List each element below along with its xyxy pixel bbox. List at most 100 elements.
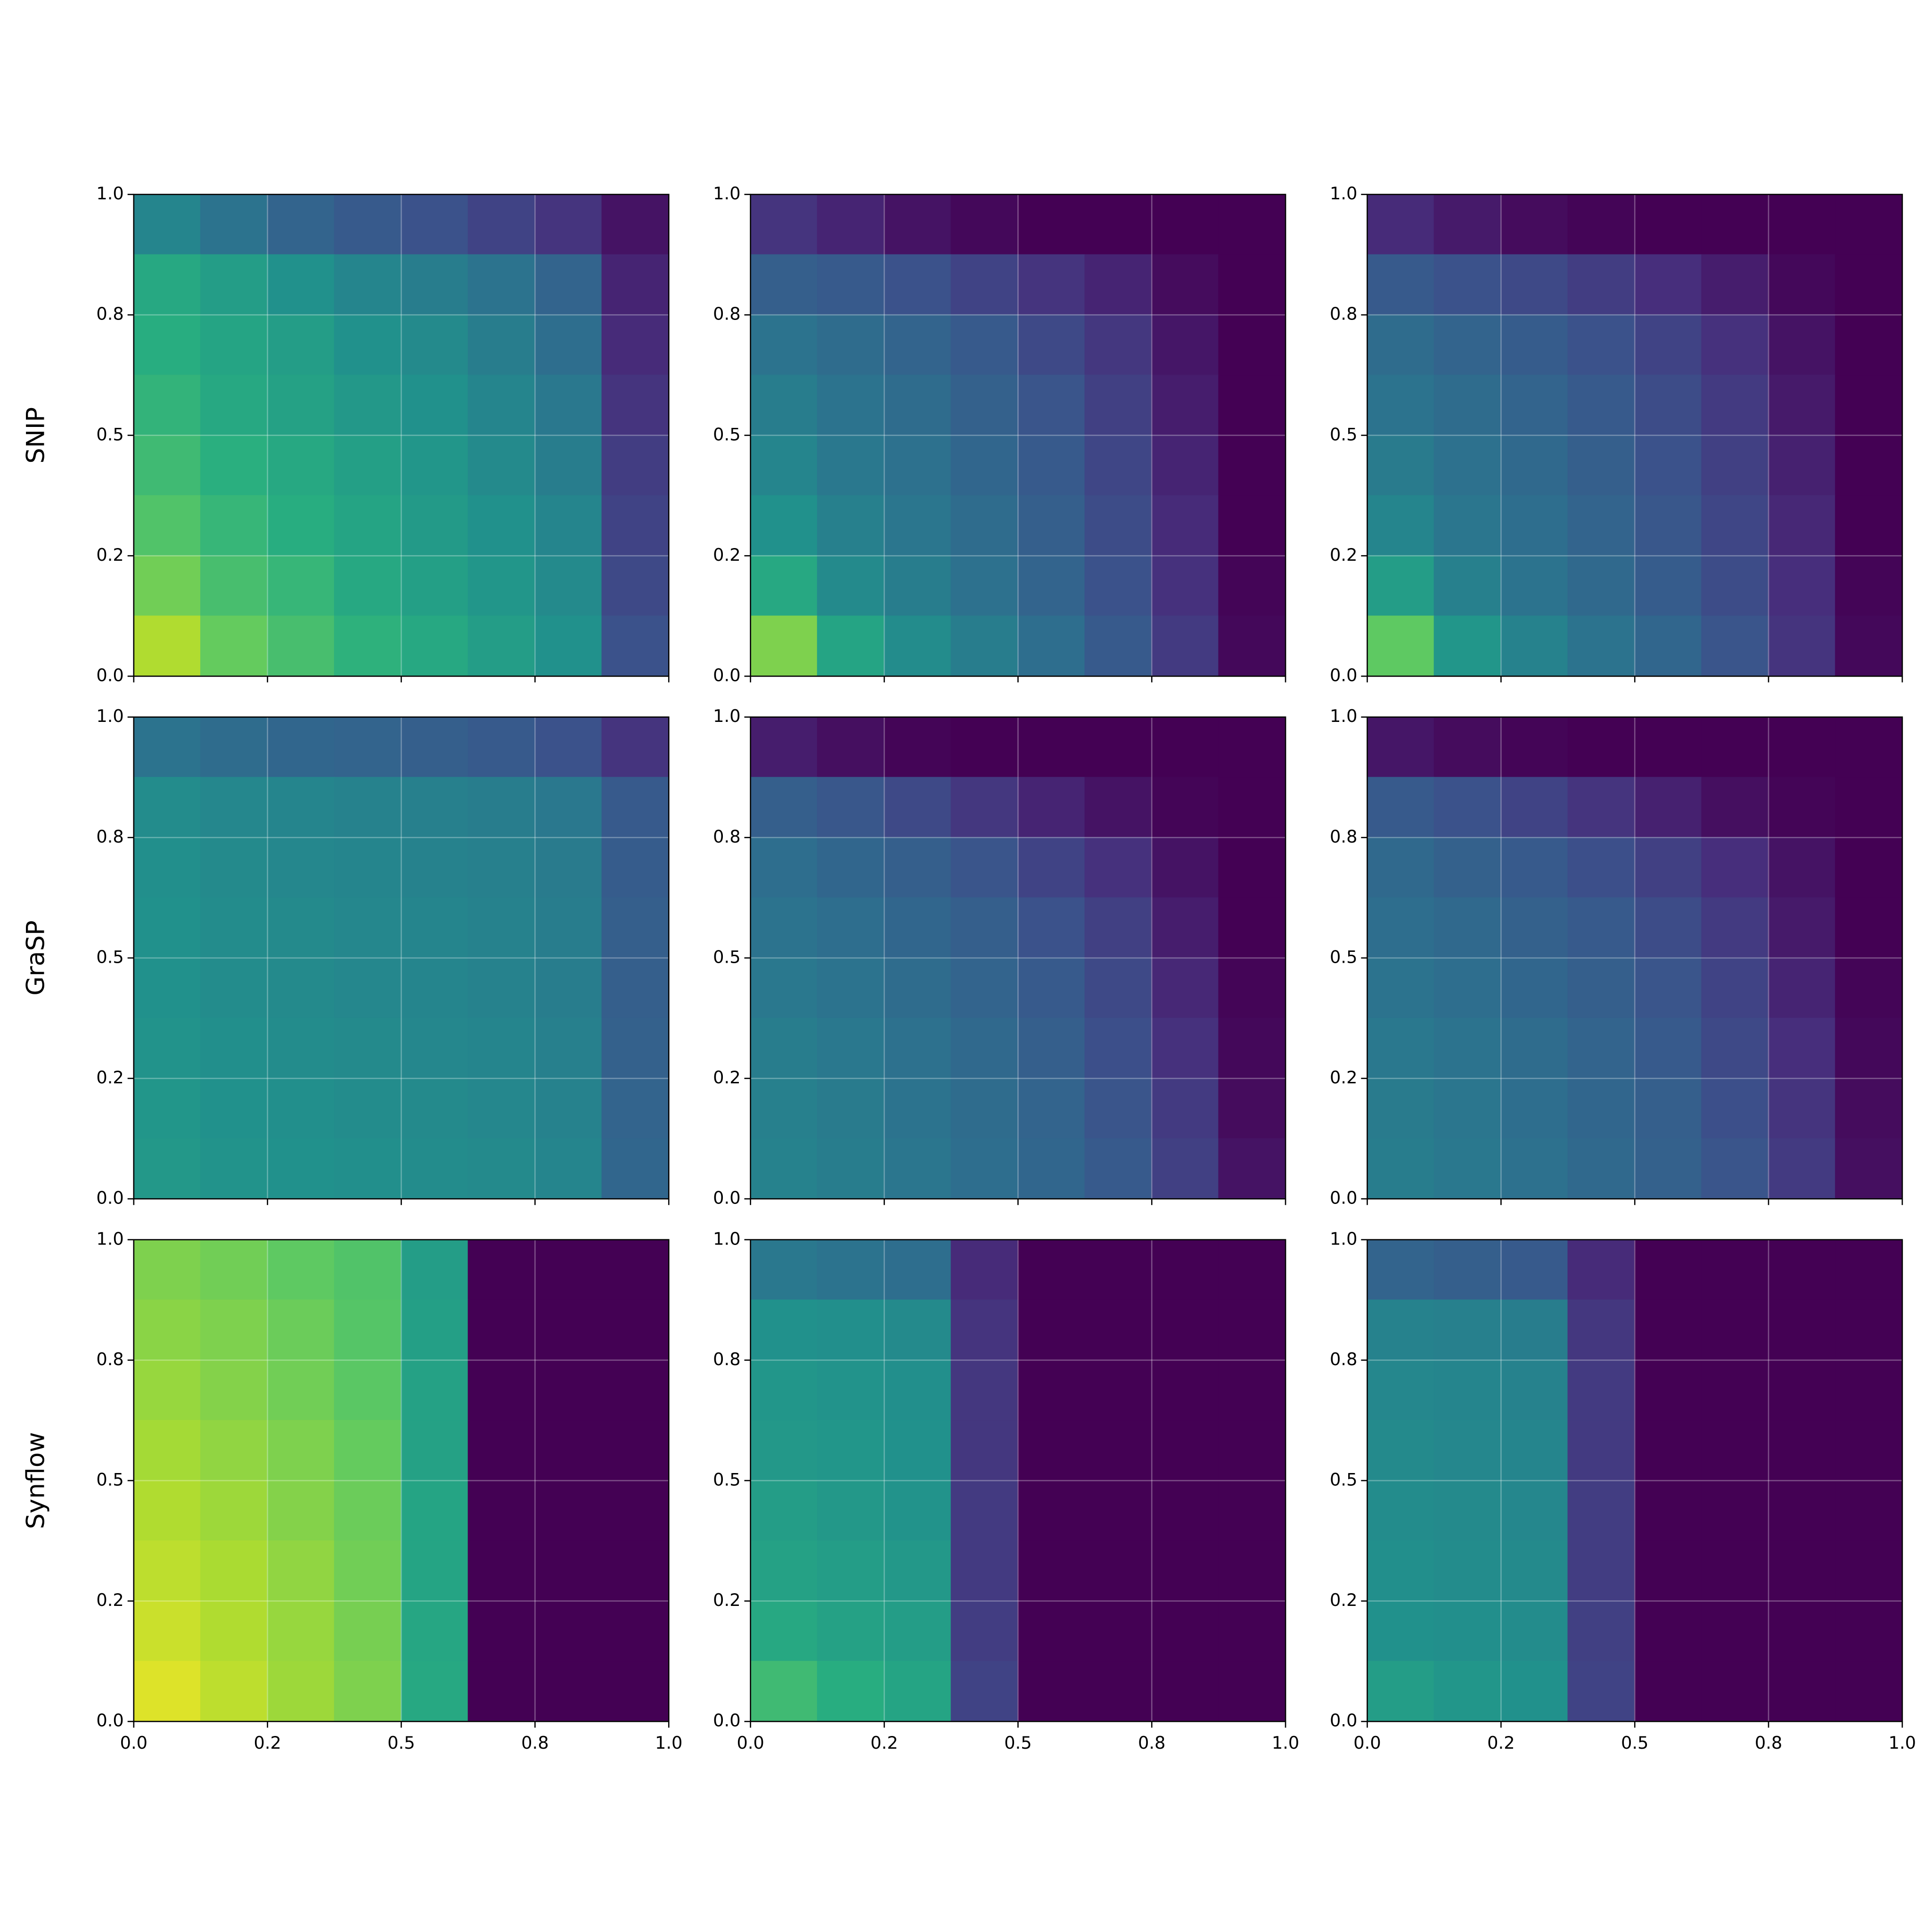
heatmap-cell — [1367, 897, 1435, 958]
y-tick-label: 0.8 — [96, 827, 124, 847]
heatmap-cell — [534, 254, 603, 316]
heatmap-cell — [200, 1420, 268, 1481]
heatmap-cell — [601, 1420, 670, 1481]
heatmap-cell — [1433, 435, 1502, 496]
y-tick-label: 0.0 — [1330, 665, 1358, 686]
heatmap-cell — [534, 194, 603, 255]
heatmap-cell — [1017, 1017, 1086, 1079]
heatmap-cell — [1567, 1138, 1636, 1199]
y-tick-label: 1.0 — [1330, 1228, 1358, 1249]
y-tick-label: 0.8 — [713, 827, 741, 847]
heatmap-cell — [1433, 1540, 1502, 1602]
heatmap-cell — [1500, 1359, 1569, 1421]
heatmap-cell — [1218, 716, 1286, 778]
heatmap-cell — [1084, 1078, 1153, 1139]
heatmap-cell — [534, 314, 603, 376]
heatmap-cell — [534, 435, 603, 496]
heatmap-cell — [1567, 314, 1636, 376]
heatmap-cell — [884, 1017, 952, 1079]
heatmap-cell — [601, 1540, 670, 1602]
heatmap-cell — [133, 716, 201, 778]
heatmap-cell — [950, 1017, 1019, 1079]
heatmap-cell — [200, 314, 268, 376]
heatmap-cell — [1084, 1017, 1153, 1079]
heatmap-cell — [601, 495, 670, 557]
heatmap-cell — [1151, 1661, 1219, 1722]
heatmap-cell — [601, 958, 670, 1019]
axes-frame — [133, 1239, 670, 1722]
heatmap-cell — [1701, 1138, 1769, 1199]
heatmap-cell — [334, 615, 402, 677]
heatmap-cell — [1367, 1078, 1435, 1139]
heatmap-cell — [1218, 254, 1286, 316]
x-tick-label: 0.5 — [1004, 1733, 1032, 1753]
heatmap-cell — [1768, 254, 1836, 316]
heatmap-cell — [1151, 1138, 1219, 1199]
heatmap-cell — [1701, 1078, 1769, 1139]
heatmap-cell — [750, 837, 818, 898]
heatmap-cell — [1218, 897, 1286, 958]
heatmap-cell — [467, 1359, 536, 1421]
heatmap-cell — [534, 1661, 603, 1722]
heatmap-cell — [950, 777, 1019, 838]
heatmap-cell — [1218, 615, 1286, 677]
heatmap-cell — [1567, 1239, 1636, 1301]
heatmap-cell — [1634, 1420, 1702, 1481]
heatmap-cell — [1701, 1480, 1769, 1541]
heatmap-cell — [200, 555, 268, 616]
heatmap-cell — [1151, 314, 1219, 376]
heatmap-cell — [1151, 435, 1219, 496]
heatmap-cell — [817, 615, 885, 677]
heatmap-cell — [750, 375, 818, 436]
heatmap-cell — [601, 837, 670, 898]
heatmap-cell — [1218, 435, 1286, 496]
heatmap-cell — [267, 1540, 335, 1602]
heatmap-cell — [534, 1239, 603, 1301]
heatmap-cell — [1433, 1420, 1502, 1481]
heatmap-cell — [1500, 1017, 1569, 1079]
y-tick-label: 0.2 — [1330, 1590, 1358, 1610]
heatmap-cell — [133, 1540, 201, 1602]
heatmap-cell — [601, 254, 670, 316]
heatmap-cell — [200, 1239, 268, 1301]
heatmap-cell — [950, 958, 1019, 1019]
heatmap-cell — [1084, 837, 1153, 898]
heatmap-cell — [334, 194, 402, 255]
heatmap-cell — [1701, 495, 1769, 557]
heatmap-cell — [1835, 837, 1903, 898]
heatmap-cell — [1433, 1359, 1502, 1421]
axes-frame — [750, 194, 1286, 677]
heatmap-cell — [1701, 1420, 1769, 1481]
y-tick-label: 0.0 — [713, 1711, 741, 1731]
heatmap-cell — [750, 1661, 818, 1722]
heatmap-cell — [267, 1420, 335, 1481]
heatmap-cell — [534, 615, 603, 677]
heatmap-cell — [950, 1299, 1019, 1361]
heatmap-cell — [1367, 1138, 1435, 1199]
heatmap-cell — [401, 1661, 469, 1722]
heatmap-cell — [467, 375, 536, 436]
heatmap-cell — [401, 435, 469, 496]
heatmap-cell — [1701, 1540, 1769, 1602]
heatmap-cell — [1701, 615, 1769, 677]
heatmap-cell — [1500, 1661, 1569, 1722]
heatmap-cell — [267, 435, 335, 496]
heatmap-cell — [133, 837, 201, 898]
y-tick-label: 0.8 — [1330, 1349, 1358, 1369]
heatmap-cell — [267, 555, 335, 616]
heatmap-cell — [334, 435, 402, 496]
heatmap-cell — [1768, 1600, 1836, 1662]
heatmap-cell — [267, 1359, 335, 1421]
heatmap-cell — [750, 435, 818, 496]
heatmap-cell — [200, 254, 268, 316]
heatmap-cell — [750, 1540, 818, 1602]
y-tick-label: 1.0 — [96, 706, 124, 726]
heatmap-cell — [1500, 777, 1569, 838]
heatmap-cell — [1218, 1299, 1286, 1361]
heatmap-cell — [1567, 777, 1636, 838]
heatmap-cell — [334, 495, 402, 557]
heatmap-cell — [1500, 495, 1569, 557]
heatmap-cell — [884, 555, 952, 616]
heatmap-cell — [1634, 1359, 1702, 1421]
heatmap-cell — [950, 435, 1019, 496]
